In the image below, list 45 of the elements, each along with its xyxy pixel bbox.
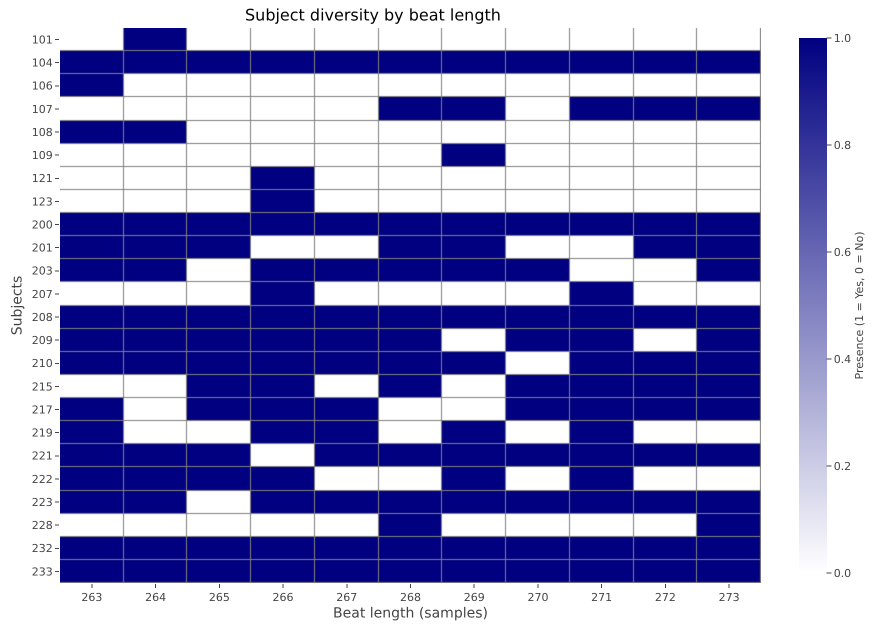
y-tick-label: 215 (32, 380, 53, 394)
y-tick-label: 208 (32, 310, 53, 324)
x-tick-label: 273 (718, 591, 740, 604)
x-tick-label: 263 (81, 591, 102, 604)
color-bar-title: Presence (1 = Yes, 0 = No) (853, 232, 866, 380)
y-tick-label: 222 (32, 472, 53, 486)
y-tick-label: 219 (32, 426, 53, 440)
y-tick-label: 200 (32, 218, 53, 232)
y-tick-label: 109 (32, 149, 53, 162)
color-bar-label: 0.4 (834, 352, 852, 366)
color-bar-label: 0.0 (834, 566, 852, 580)
color-bar-label: 1.0 (834, 32, 852, 45)
x-tick-label: 268 (400, 591, 421, 604)
y-tick-label: 209 (32, 334, 53, 348)
y-tick-label: 121 (32, 172, 53, 186)
color-bar-label: 0.2 (834, 460, 852, 473)
x-tick-label: 272 (654, 591, 676, 604)
x-tick-label: 271 (591, 591, 612, 604)
y-tick-label: 210 (32, 357, 53, 370)
y-tick-label: 101 (32, 33, 53, 46)
x-tick-label: 267 (336, 591, 358, 604)
x-tick-label: 265 (208, 591, 230, 604)
y-tick-label: 217 (32, 403, 53, 416)
x-tick-label: 264 (145, 591, 166, 604)
color-bar-label: 0.6 (834, 246, 852, 259)
x-tick-label: 270 (527, 591, 548, 604)
y-tick-label: 207 (32, 288, 53, 301)
y-tick-label: 201 (32, 242, 53, 255)
y-tick-label: 221 (32, 450, 53, 463)
x-tick-label: 269 (464, 591, 485, 604)
y-tick-label: 223 (32, 496, 53, 509)
y-tick-label: 203 (32, 264, 53, 278)
x-tick-label: 266 (272, 591, 294, 604)
y-tick-label: 106 (32, 80, 53, 93)
y-tick-label: 232 (32, 542, 53, 556)
y-tick-label: 107 (32, 102, 53, 116)
chart-title: Subject diversity by beat length (245, 6, 501, 25)
y-axis-title: Subjects (9, 276, 26, 336)
color-bar-label: 0.8 (834, 138, 852, 152)
y-tick-label: 228 (32, 519, 53, 532)
y-tick-label: 123 (32, 195, 53, 208)
y-tick-label: 108 (32, 126, 53, 139)
y-tick-label: 233 (32, 565, 53, 578)
x-axis-title: Beat length (samples) (333, 606, 488, 622)
y-tick-label: 104 (32, 56, 53, 70)
